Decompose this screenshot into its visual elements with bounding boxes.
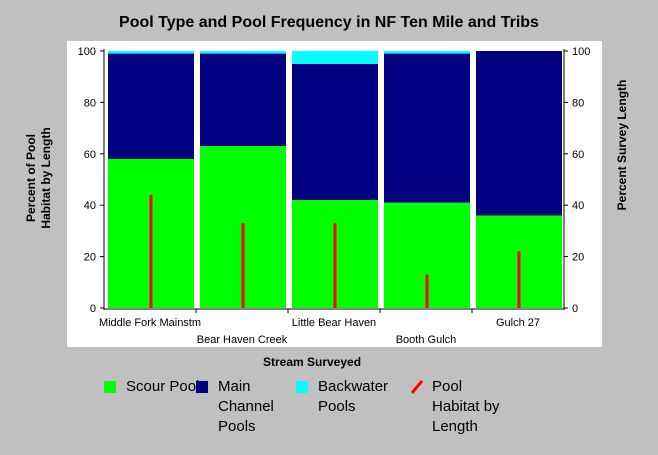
y-axis-left-label: Percent of Pool Habitat by Length — [24, 123, 54, 233]
bar-backwater-3 — [384, 51, 470, 54]
legend-swatch-main-channel — [196, 381, 208, 393]
x-tick-label-2: Little Bear Haven — [292, 317, 376, 329]
legend-label-pool-habitat: Pool Habitat by Length — [432, 378, 500, 435]
pool-habitat-line-4 — [517, 251, 521, 308]
bar-main-channel-0 — [108, 53, 194, 159]
bar-main-channel-2 — [292, 63, 378, 201]
y-tick-label-right-0: 0 — [572, 303, 578, 315]
chart-title: Pool Type and Pool Frequency in NF Ten M… — [119, 14, 539, 31]
y-tick-label-right-1: 20 — [572, 252, 584, 264]
bar-main-channel-3 — [384, 53, 470, 203]
legend-label-scour: Scour Pools — [126, 378, 207, 395]
y-axis-right-label: Percent Survey Length — [615, 79, 629, 211]
x-axis-label: Stream Surveyed — [262, 355, 362, 369]
legend-swatch-backwater — [296, 381, 308, 393]
y-tick-label-left-0: 0 — [90, 303, 96, 315]
y-tick-label-right-3: 60 — [572, 149, 584, 161]
pool-habitat-line-2 — [333, 223, 337, 308]
pool-habitat-line-0 — [149, 194, 153, 308]
bar-backwater-2 — [292, 51, 378, 64]
axes-group: 0 0 20 20 40 40 60 60 80 80 100 100 Middle Fork Main… — [78, 46, 591, 346]
x-tick-label-0: Middle Fork Mainstm — [99, 317, 201, 329]
y-tick-label-left-5: 100 — [78, 46, 96, 58]
y-tick-label-right-4: 80 — [572, 97, 584, 109]
x-tick-label-4: Gulch 27 — [496, 317, 540, 329]
legend-label-main-channel: Main Channel Pools — [218, 378, 274, 435]
y-tick-label-right-2: 40 — [572, 200, 584, 212]
legend-label-backwater: Backwater Pools — [318, 378, 389, 415]
legend-swatch-scour — [104, 381, 116, 393]
bar-backwater-1 — [200, 51, 286, 54]
bar-group — [108, 51, 562, 308]
y-tick-label-left-2: 40 — [84, 200, 96, 212]
y-axis-left-label-text: Percent of Pool Habitat by Length — [24, 127, 53, 229]
bar-main-channel-4 — [476, 51, 562, 216]
bar-main-channel-1 — [200, 53, 286, 147]
y-tick-label-left-4: 80 — [84, 97, 96, 109]
legend-swatch-pool-habitat — [410, 380, 424, 394]
y-tick-label-left-1: 20 — [84, 252, 96, 264]
pool-habitat-line-3 — [425, 274, 429, 308]
pool-habitat-line-1 — [241, 223, 245, 308]
bar-backwater-0 — [108, 51, 194, 54]
x-tick-label-1: Bear Haven Creek — [197, 334, 288, 346]
y-tick-label-left-3: 60 — [84, 149, 96, 161]
x-tick-label-3: Booth Gulch — [396, 334, 457, 346]
y-tick-label-right-5: 100 — [572, 46, 590, 58]
